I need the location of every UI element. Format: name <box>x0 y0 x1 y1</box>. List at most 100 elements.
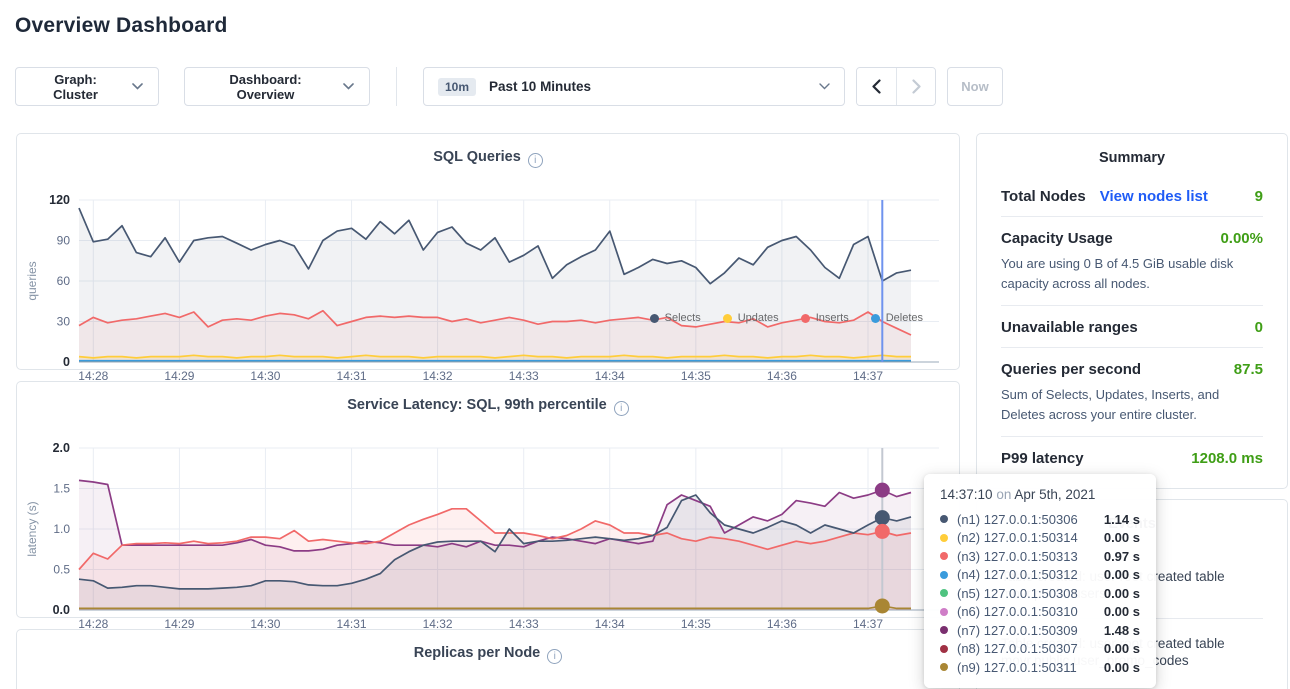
svg-text:14:35: 14:35 <box>681 617 711 631</box>
graph-dropdown[interactable]: Graph: Cluster <box>15 67 159 106</box>
time-range-dropdown[interactable]: 10m Past 10 Minutes <box>423 67 845 106</box>
service-latency-panel: Service Latency: SQL, 99th percentile i 0… <box>16 381 960 631</box>
node-address: (n2) 127.0.0.1:50314 <box>957 530 1078 546</box>
time-range-badge: 10m <box>438 77 477 96</box>
svg-text:14:32: 14:32 <box>423 617 453 631</box>
node-color-dot <box>940 663 948 672</box>
legend-dot <box>870 313 880 323</box>
summary-heading: Summary <box>1098 150 1166 166</box>
chart-title-row: SQL Queries i <box>17 134 959 168</box>
node-address: (n7) 127.0.0.1:50309 <box>957 622 1078 638</box>
svg-text:14:29: 14:29 <box>164 369 194 383</box>
qps-label: Queries per second <box>1001 361 1142 378</box>
legend-label: Inserts <box>815 312 849 324</box>
service-latency-chart[interactable]: 0.0 0.5 1.0 1.5 2.0 14:28 14:29 14:30 14:31 14:32… <box>23 438 959 643</box>
svg-text:14:29: 14:29 <box>164 617 194 631</box>
node-latency-value: 0.00 s <box>1103 530 1140 546</box>
total-nodes-label: Total Nodes <box>1001 188 1086 205</box>
node-latency-value: 0.00 s <box>1103 585 1140 601</box>
svg-text:14:30: 14:30 <box>250 369 280 383</box>
svg-text:14:31: 14:31 <box>337 617 367 631</box>
capacity-label: Capacity Usage <box>1001 230 1113 247</box>
replicas-per-node-panel: Replicas per Node i <box>16 629 960 689</box>
chevron-left-icon <box>872 79 881 94</box>
legend-item-deletes[interactable]: Deletes <box>870 312 923 324</box>
p99-value: 1208.0 ms <box>1191 450 1263 467</box>
node-color-dot <box>940 607 948 616</box>
tooltip-row: (n6) 127.0.0.1:50310 0.00 s <box>940 603 1140 622</box>
svg-text:14:36: 14:36 <box>767 617 797 631</box>
replicas-title: Replicas per Node <box>413 645 541 661</box>
legend-dot <box>800 313 810 323</box>
node-color-dot <box>940 552 948 561</box>
tooltip-row: (n8) 127.0.0.1:50307 0.00 s <box>940 640 1140 659</box>
legend-item-updates[interactable]: Updates <box>722 312 779 324</box>
node-address: (n6) 127.0.0.1:50310 <box>957 604 1078 620</box>
legend-item-inserts[interactable]: Inserts <box>800 312 849 324</box>
dashboard-dropdown[interactable]: Dashboard: Overview <box>184 67 370 106</box>
time-prev-button[interactable] <box>857 68 896 105</box>
svg-text:14:37: 14:37 <box>853 369 883 383</box>
node-latency-value: 0.00 s <box>1103 641 1140 657</box>
unavailable-ranges-label: Unavailable ranges <box>1001 319 1138 336</box>
info-icon[interactable]: i <box>613 401 629 416</box>
sql-queries-panel: SQL Queries i Selects Updates Inserts Delete… <box>16 133 960 383</box>
svg-text:90: 90 <box>57 234 71 248</box>
node-latency-value: 0.97 s <box>1103 548 1140 564</box>
svg-text:0.5: 0.5 <box>53 563 70 577</box>
node-address: (n5) 127.0.0.1:50308 <box>957 585 1078 601</box>
svg-text:queries: queries <box>25 261 39 300</box>
dashboard-dropdown-label: Dashboard: Overview <box>229 71 302 102</box>
tooltip-row: (n7) 127.0.0.1:50309 1.48 s <box>940 621 1140 640</box>
info-icon[interactable]: i <box>547 649 563 664</box>
info-icon[interactable]: i <box>527 153 543 168</box>
chart-hover-tooltip: 14:37:10 on Apr 5th, 2021 (n1) 127.0.0.1… <box>924 474 1156 688</box>
summary-capacity: Capacity Usage 0.00% You are using 0 B o… <box>1001 217 1263 306</box>
capacity-description: You are using 0 B of 4.5 GiB usable disk… <box>1001 256 1234 291</box>
node-latency-value: 0.00 s <box>1103 604 1140 620</box>
svg-text:14:34: 14:34 <box>595 369 625 383</box>
legend-item-selects[interactable]: Selects <box>649 312 701 324</box>
node-latency-value: 1.48 s <box>1103 622 1140 638</box>
svg-text:14:37: 14:37 <box>853 617 883 631</box>
svg-text:2.0: 2.0 <box>53 441 70 455</box>
page-title: Overview Dashboard <box>15 14 228 37</box>
svg-text:latency (s): latency (s) <box>25 501 39 556</box>
node-color-dot <box>940 533 948 542</box>
node-color-dot <box>940 515 948 524</box>
chevron-down-icon <box>819 83 830 90</box>
tooltip-row: (n1) 127.0.0.1:50306 1.14 s <box>940 510 1140 529</box>
p99-label: P99 latency <box>1001 450 1084 467</box>
legend-label: Updates <box>737 312 779 324</box>
node-latency-value: 1.14 s <box>1103 511 1140 527</box>
tooltip-row: (n9) 127.0.0.1:50311 0.00 s <box>940 658 1140 677</box>
node-color-dot <box>940 644 948 653</box>
summary-qps: Queries per second 87.5 Sum of Selects, … <box>1001 348 1263 437</box>
total-nodes-value: 9 <box>1254 188 1263 205</box>
legend-dot <box>722 313 732 323</box>
svg-text:14:35: 14:35 <box>681 369 711 383</box>
svg-text:14:33: 14:33 <box>509 617 539 631</box>
chevron-down-icon <box>132 83 143 90</box>
summary-panel: Summary Total Nodes View nodes list 9 Ca… <box>976 133 1288 489</box>
now-button[interactable]: Now <box>947 67 1003 106</box>
node-color-dot <box>940 589 948 598</box>
time-range-label: Past 10 Minutes <box>489 79 592 94</box>
sql-queries-chart[interactable]: 0 30 60 90 120 14:28 14:29 14:30 14:31 14:32 14:33… <box>23 190 959 395</box>
toolbar: Graph: Cluster Dashboard: Overview 10m P… <box>15 67 1003 106</box>
svg-text:1.5: 1.5 <box>53 482 70 496</box>
legend-label: Selects <box>664 312 701 324</box>
svg-text:14:31: 14:31 <box>337 369 367 383</box>
capacity-value: 0.00% <box>1220 230 1263 247</box>
summary-unavailable-ranges: Unavailable ranges 0 <box>1001 306 1263 348</box>
tooltip-rows: (n1) 127.0.0.1:50306 1.14 s (n2) 127.0.0.1… <box>940 510 1140 677</box>
svg-text:60: 60 <box>57 274 71 288</box>
service-latency-title: Service Latency: SQL, 99th percentile <box>347 397 607 413</box>
view-nodes-list-link[interactable]: View nodes list <box>1099 188 1208 205</box>
legend-label: Deletes <box>885 312 923 324</box>
tooltip-row: (n5) 127.0.0.1:50308 0.00 s <box>940 584 1140 603</box>
svg-text:0.0: 0.0 <box>53 603 70 617</box>
time-next-button[interactable] <box>896 68 935 105</box>
node-address: (n9) 127.0.0.1:50311 <box>957 659 1077 675</box>
